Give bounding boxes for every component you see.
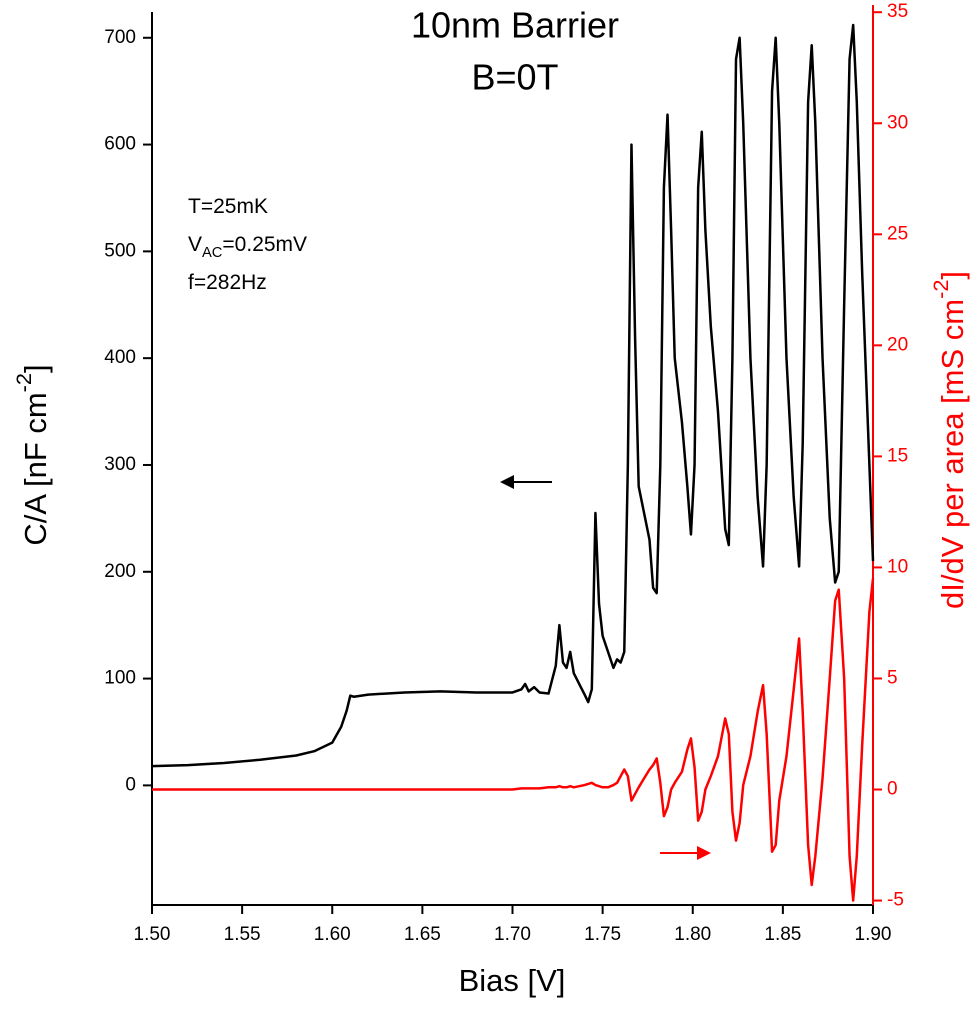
- y2-axis-title: dI/dV per area [mS cm-2]: [928, 271, 970, 609]
- chart-title: 10nm Barrier: [411, 5, 619, 46]
- y-tick-label: 200: [104, 561, 136, 582]
- x-tick-label: 1.50: [134, 924, 171, 945]
- x-tick-label: 1.55: [224, 924, 261, 945]
- y2-tick-label: 35: [887, 1, 908, 22]
- annotation-part: T=25mK: [188, 195, 268, 218]
- y2-axis-title-sup: -2: [928, 280, 953, 299]
- y2-tick-label: -5: [887, 890, 904, 911]
- right-arrow: [660, 846, 711, 860]
- x-tick-label: 1.65: [404, 924, 441, 945]
- annotation-part: =0.25mV: [222, 233, 307, 256]
- y-axis-title-part: ]: [18, 364, 53, 373]
- y2-tick-label: 10: [887, 556, 908, 577]
- x-axis-title: Bias [V]: [459, 963, 566, 998]
- data-line: [151, 23, 875, 768]
- x-tick-label: 1.85: [764, 924, 801, 945]
- annotation-part: f=282Hz: [188, 271, 267, 294]
- left-arrow: [500, 475, 552, 489]
- x-tick-label: 1.80: [674, 924, 711, 945]
- y2-axis-title-part: dI/dV per area [mS cm: [935, 299, 970, 609]
- annotation: f=282Hz: [188, 271, 267, 294]
- x-tick-label: 1.70: [494, 924, 531, 945]
- x-tick-label: 1.60: [314, 924, 351, 945]
- annotation-sub: AC: [202, 245, 223, 261]
- y-tick-label: 300: [104, 454, 136, 475]
- y-axis-title-part: C/A [nF cm: [18, 392, 53, 545]
- annotation-part: V: [188, 233, 202, 256]
- annotation: T=25mK: [188, 195, 268, 218]
- y2-tick-label: 25: [887, 223, 908, 244]
- y2-axis-title-part: ]: [935, 271, 970, 280]
- annotation: VAC=0.25mV: [188, 233, 307, 261]
- y-tick-label: 600: [104, 134, 136, 155]
- y-axis-title: C/A [nF cm-2]: [11, 364, 53, 545]
- y2-tick-label: 30: [887, 112, 908, 133]
- data-line: [152, 578, 875, 902]
- y-tick-label: 500: [104, 240, 136, 261]
- x-tick-label: 1.75: [584, 924, 621, 945]
- y-tick-label: 400: [104, 347, 136, 368]
- chart-title: B=0T: [471, 57, 558, 98]
- y2-tick-label: 5: [887, 667, 898, 688]
- y-tick-label: 100: [104, 668, 136, 689]
- y2-tick-label: 0: [887, 779, 898, 800]
- x-tick-label: 1.90: [855, 924, 892, 945]
- y-tick-label: 0: [125, 774, 136, 795]
- y-tick-label: 700: [104, 27, 136, 48]
- y2-tick-label: 20: [887, 334, 908, 355]
- y-axis-title-sup: -2: [11, 373, 36, 392]
- y2-tick-label: 15: [887, 445, 908, 466]
